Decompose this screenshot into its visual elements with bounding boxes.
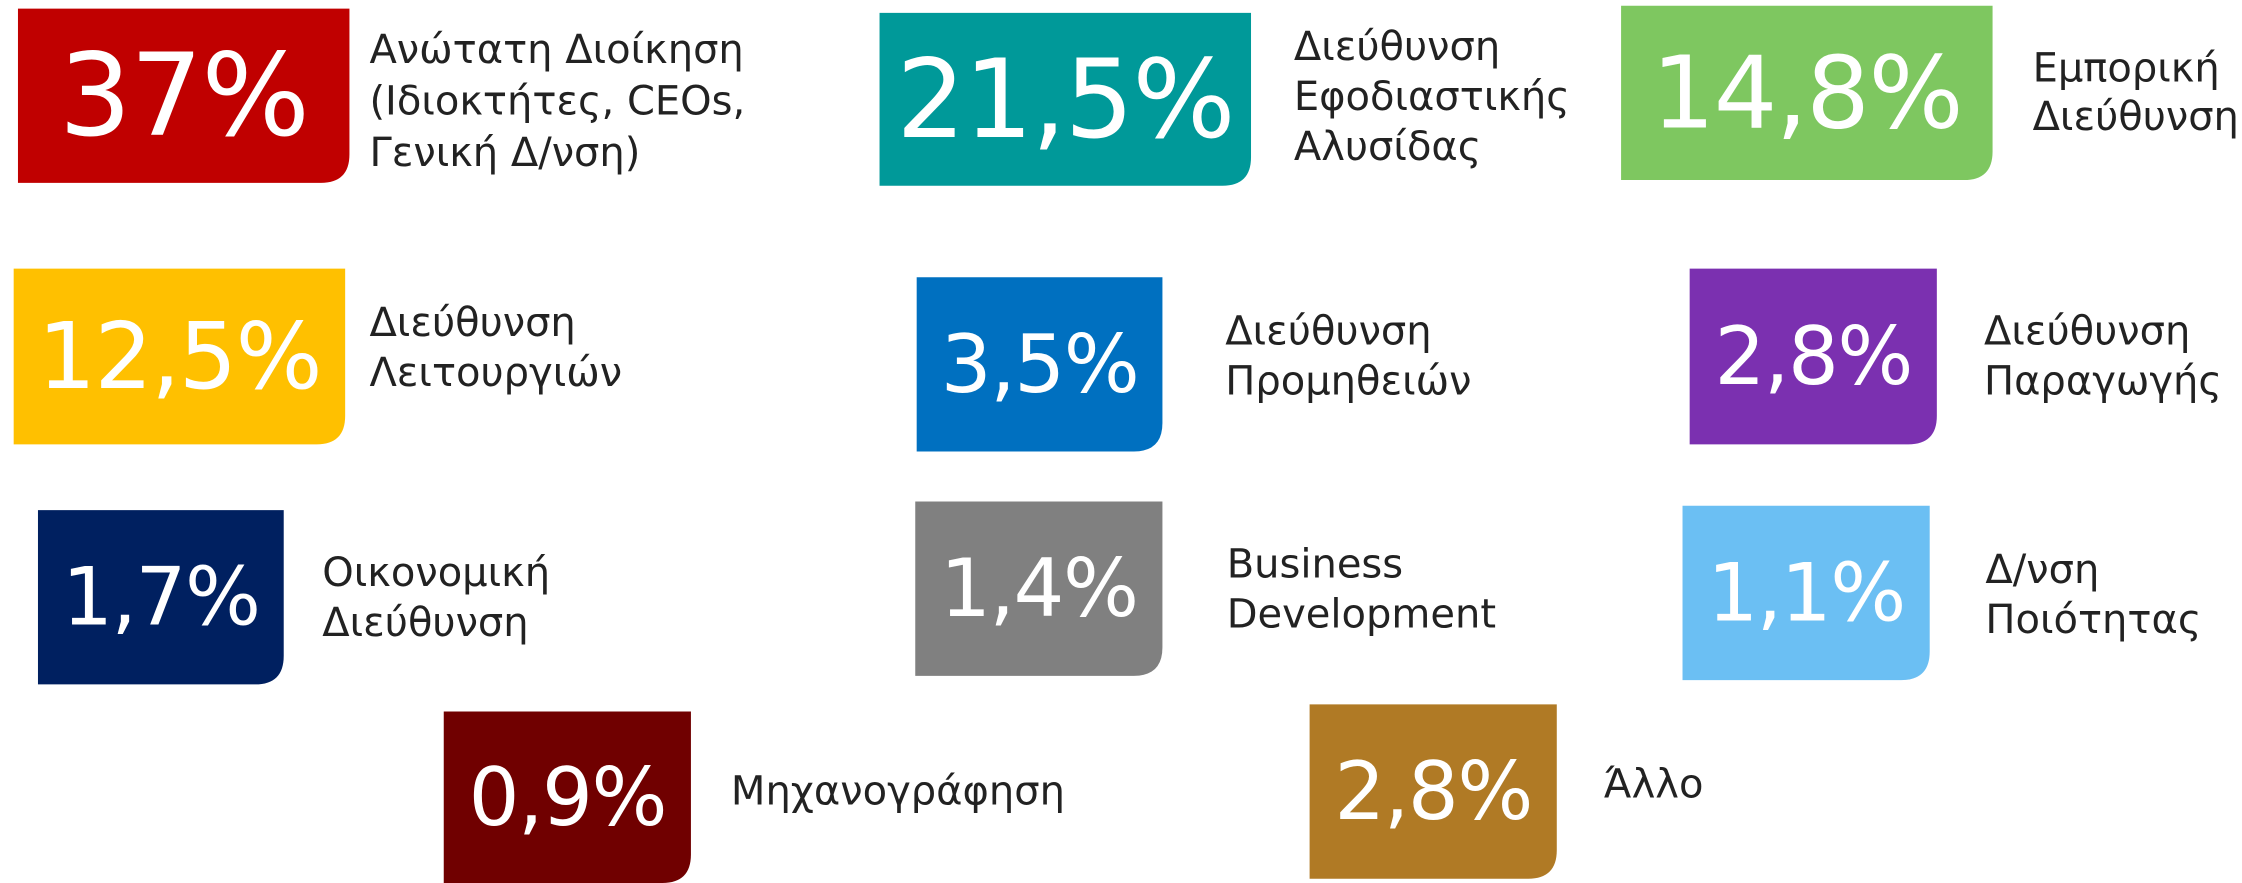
stat-percent: 21,5% bbox=[896, 36, 1234, 163]
stat-percent: 14,8% bbox=[1652, 34, 1963, 151]
stat-box bbox=[37, 510, 284, 685]
stat-percent: 2,8% bbox=[1334, 745, 1532, 838]
stat-label: Εφοδιαστικής bbox=[1294, 74, 1570, 120]
stat-label: Δ/νση bbox=[1985, 547, 2099, 593]
stat-label: Οικονομική bbox=[322, 550, 550, 596]
stat-percent: 12,5% bbox=[38, 303, 321, 410]
stat-label: Διεύθυνση bbox=[369, 300, 575, 346]
stat-label: Εμπορική bbox=[2033, 46, 2220, 92]
stat-label: Διεύθυνση bbox=[322, 600, 528, 646]
stat-percent: 1,7% bbox=[62, 551, 260, 644]
stat-label: Μηχανογράφηση bbox=[731, 769, 1065, 815]
stat-box bbox=[13, 268, 346, 445]
stat-label: Ποιότητας bbox=[1985, 597, 2201, 643]
stat-label: Παραγωγής bbox=[1984, 358, 2222, 404]
stat-percent: 2,8% bbox=[1714, 310, 1912, 403]
stat-label: Αλυσίδας bbox=[1294, 124, 1481, 170]
stat-label: Διεύθυνση bbox=[1984, 308, 2190, 354]
stat-box bbox=[1682, 505, 1930, 681]
stat-box bbox=[879, 12, 1252, 186]
stat-label: Business bbox=[1227, 541, 1403, 587]
stat-label: Λειτουργιών bbox=[369, 350, 622, 396]
stat-box bbox=[1689, 268, 1937, 445]
stat-percent: 3,5% bbox=[941, 318, 1139, 411]
stat-label: Προμηθειών bbox=[1225, 358, 1471, 404]
stat-box bbox=[443, 711, 691, 883]
stat-box bbox=[17, 8, 350, 183]
stat-label: Γενική Δ/νση) bbox=[369, 130, 640, 176]
stat-item: 2,8% Άλλο bbox=[1309, 704, 1704, 879]
stat-item: 37% Ανώτατη Διοίκηση (Ιδιοκτήτες, CEOs, Γεν… bbox=[17, 8, 745, 183]
stat-percent: 1,1% bbox=[1707, 546, 1905, 639]
stat-box bbox=[915, 501, 1163, 676]
stat-label: Διεύθυνση bbox=[1294, 24, 1500, 70]
stat-percent: 0,9% bbox=[469, 751, 667, 844]
stat-label: (Ιδιοκτήτες, CEOs, bbox=[369, 78, 745, 124]
stat-label: Development bbox=[1227, 591, 1496, 637]
stat-box bbox=[1621, 5, 1993, 181]
stat-box bbox=[1309, 704, 1557, 879]
stat-item: 0,9% Μηχανογράφηση bbox=[443, 711, 1065, 883]
stat-label: Άλλο bbox=[1604, 761, 1704, 807]
stat-percent: 37% bbox=[59, 29, 309, 162]
stat-percent: 1,4% bbox=[940, 542, 1138, 635]
stat-label: Διεύθυνση bbox=[1225, 308, 1431, 354]
stat-label: Διεύθυνση bbox=[2033, 94, 2239, 140]
stat-label: Ανώτατη Διοίκηση bbox=[369, 27, 743, 73]
stat-box bbox=[916, 277, 1163, 452]
